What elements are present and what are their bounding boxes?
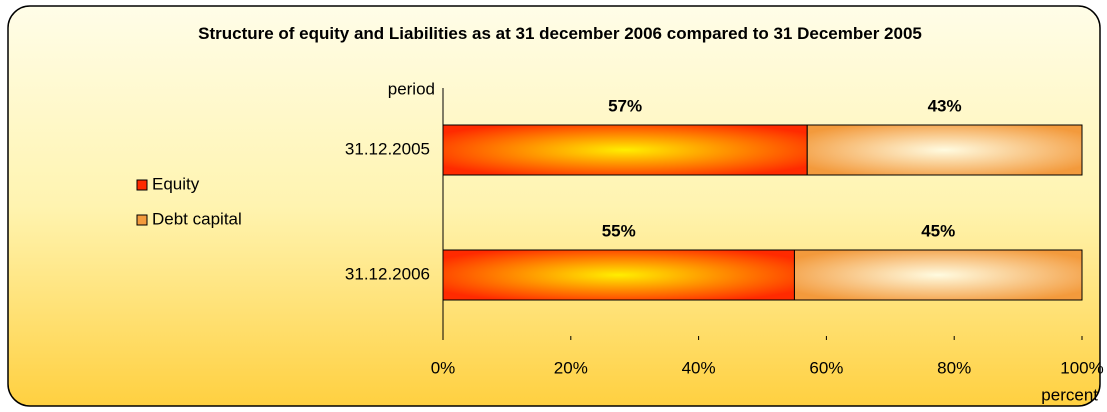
data-label: 45% — [921, 221, 955, 240]
legend-swatch — [136, 179, 148, 191]
legend-label: Equity — [152, 174, 200, 193]
x-tick-label: 40% — [682, 358, 716, 377]
data-label: 55% — [602, 221, 636, 240]
bar — [442, 249, 795, 301]
x-tick-label: 80% — [937, 358, 971, 377]
y-tick-label: 31.12.2006 — [345, 264, 430, 283]
chart-title: Structure of equity and Liabilities as a… — [198, 24, 922, 43]
chart-background — [7, 5, 1101, 407]
x-tick-label: 100% — [1060, 358, 1103, 377]
x-tick-label: 60% — [809, 358, 843, 377]
bar — [806, 124, 1083, 176]
legend-label: Debt capital — [152, 209, 242, 228]
data-label: 43% — [928, 96, 962, 115]
bar — [442, 124, 808, 176]
y-axis-label: period — [388, 79, 435, 98]
x-axis-label: percent — [1041, 385, 1098, 404]
data-label: 57% — [608, 96, 642, 115]
legend-swatch — [136, 214, 148, 226]
bar — [793, 249, 1083, 301]
x-tick-label: 20% — [554, 358, 588, 377]
x-tick-label: 0% — [431, 358, 456, 377]
y-tick-label: 31.12.2005 — [345, 139, 430, 158]
